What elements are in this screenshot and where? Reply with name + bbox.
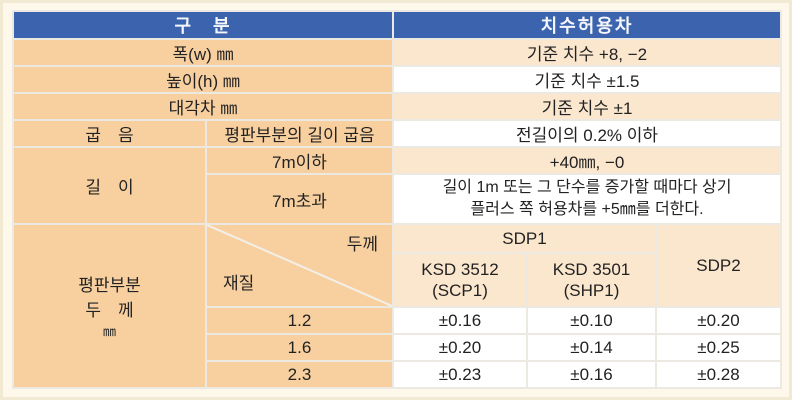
diagonal-divider-line bbox=[207, 225, 392, 306]
thickness-value: 2.3 bbox=[205, 360, 394, 389]
row-length-under7: 길 이 7m이하 +40㎜, −0 bbox=[12, 146, 783, 225]
matrix-header-sdp2: SDP2 bbox=[654, 223, 783, 308]
matrix-axis-cell: 두께 재질 bbox=[205, 223, 394, 308]
header-tolerance: 치수허용차 bbox=[391, 10, 783, 40]
data-row-3: 2.3 ±0.23 ±0.16 ±0.28 bbox=[13, 360, 783, 389]
table-header-row: 구 분 치수허용차 bbox=[12, 10, 783, 40]
row-matrix-header-bottom: KSD 3512 (SCP1) KSD 3501 (SHP1) bbox=[13, 252, 781, 308]
height-tolerance-value: 기준 치수 ±1.5 bbox=[391, 65, 783, 94]
thickness-value: 1.6 bbox=[205, 333, 394, 362]
bend-tolerance-value: 전길이의 0.2% 이하 bbox=[391, 119, 783, 148]
matrix-header-sdp1: SDP1 bbox=[392, 223, 657, 254]
sdp2-tolerance: ±0.25 bbox=[654, 333, 783, 362]
length-label: 길 이 bbox=[12, 146, 207, 225]
sdp2-tolerance: ±0.20 bbox=[654, 306, 783, 335]
length-under7-sublabel: 7m이하 bbox=[205, 146, 394, 175]
data-row-2: 1.6 ±0.20 ±0.14 ±0.25 bbox=[13, 333, 783, 362]
thickness-label-line2: 두 께 bbox=[85, 301, 134, 321]
tolerance-table: 구 분 치수허용차 폭(w) ㎜ 기준 치수 +8, −2 높이(h) ㎜ 기준… bbox=[12, 10, 783, 389]
ksd3501-line2: (SHP1) bbox=[563, 281, 620, 300]
shp1-tolerance: ±0.14 bbox=[526, 333, 657, 362]
length-under7-value: +40㎜, −0 bbox=[391, 146, 783, 175]
axis-thickness-label: 두께 bbox=[346, 235, 378, 254]
bend-sublabel: 평판부분의 길이 굽음 bbox=[205, 119, 394, 148]
length-over7-value: 길이 1m 또는 그 단수를 증가할 때마다 상기 플러스 쪽 허용차를 +5㎜… bbox=[391, 173, 783, 225]
thickness-section-label: 평판부분 두 께 ㎜ bbox=[12, 223, 207, 389]
row-bend: 굽 음 평판부분의 길이 굽음 전길이의 0.2% 이하 bbox=[12, 119, 783, 148]
length-over7-value-line1: 길이 1m 또는 그 단수를 증가할 때마다 상기 bbox=[442, 179, 732, 197]
diagonal-tolerance-value: 기준 치수 ±1 bbox=[391, 92, 783, 121]
row-matrix-header-top: 평판부분 두 께 ㎜ 두께 재질 SDP1 SDP2 bbox=[12, 223, 783, 389]
diagonal-label: 대각차 ㎜ bbox=[12, 92, 394, 121]
height-label: 높이(h) ㎜ bbox=[12, 65, 394, 94]
scp1-tolerance: ±0.23 bbox=[392, 360, 528, 389]
width-tolerance-value: 기준 치수 +8, −2 bbox=[391, 38, 783, 67]
ksd3512-line2: (SCP1) bbox=[432, 281, 488, 300]
row-length-over7: 7m초과 길이 1m 또는 그 단수를 증가할 때마다 상기 플러스 쪽 허용차… bbox=[13, 173, 783, 225]
shp1-tolerance: ±0.10 bbox=[526, 306, 657, 335]
axis-material-label: 재질 bbox=[223, 274, 255, 293]
matrix-header-ksd3512: KSD 3512 (SCP1) bbox=[392, 252, 528, 308]
row-diagonal: 대각차 ㎜ 기준 치수 ±1 bbox=[12, 92, 783, 121]
ksd3501-line1: KSD 3501 bbox=[552, 259, 631, 279]
length-over7-value-line2: 플러스 쪽 허용차를 +5㎜를 더한다. bbox=[470, 201, 704, 218]
matrix-header-ksd3501: KSD 3501 (SHP1) bbox=[526, 252, 657, 308]
scp1-tolerance: ±0.20 bbox=[392, 333, 528, 362]
thickness-label-unit: ㎜ bbox=[102, 323, 116, 339]
scp1-tolerance: ±0.16 bbox=[392, 306, 528, 335]
thickness-value: 1.2 bbox=[205, 306, 394, 335]
sdp2-tolerance: ±0.28 bbox=[654, 360, 783, 389]
header-category: 구 분 bbox=[12, 10, 394, 40]
length-over7-sublabel: 7m초과 bbox=[205, 173, 394, 225]
width-label: 폭(w) ㎜ bbox=[12, 38, 394, 67]
thickness-label-line1: 평판부분 bbox=[78, 275, 141, 295]
data-row-1: 1.2 ±0.16 ±0.10 ±0.20 bbox=[13, 306, 783, 335]
shp1-tolerance: ±0.16 bbox=[526, 360, 657, 389]
row-height: 높이(h) ㎜ 기준 치수 ±1.5 bbox=[12, 65, 783, 94]
row-width: 폭(w) ㎜ 기준 치수 +8, −2 bbox=[12, 38, 783, 67]
ksd3512-line1: KSD 3512 bbox=[421, 259, 499, 279]
bend-label: 굽 음 bbox=[12, 119, 207, 148]
